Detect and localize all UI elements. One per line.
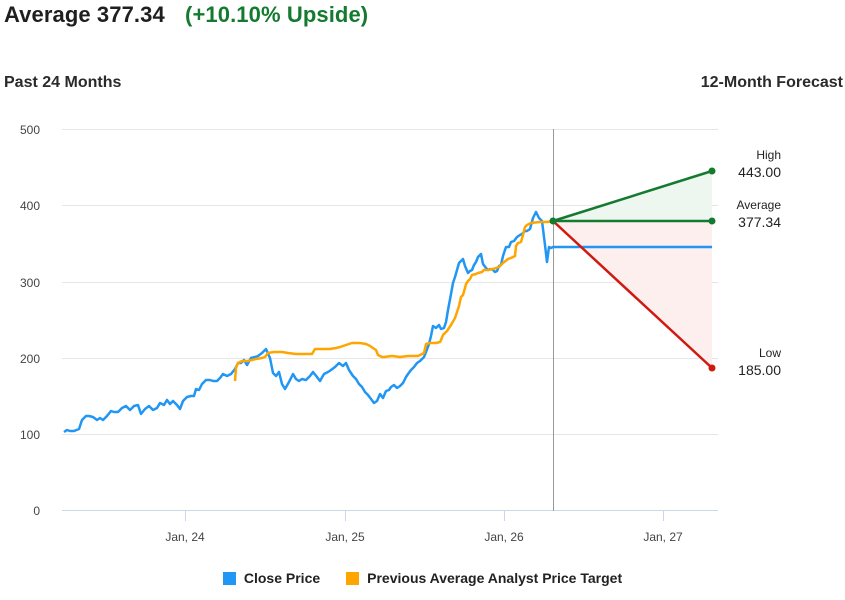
svg-text:Jan, 26: Jan, 26	[484, 530, 524, 544]
legend-item-analyst-target[interactable]: Previous Average Analyst Price Target	[346, 570, 622, 586]
forecast-low-value: 185.00	[738, 362, 781, 378]
svg-text:500: 500	[20, 123, 40, 137]
svg-text:300: 300	[20, 276, 40, 290]
forecast-low-label: Low	[759, 346, 781, 360]
past-period-label: Past 24 Months	[4, 74, 122, 91]
forecast-high-marker[interactable]	[708, 167, 716, 175]
average-price-heading: Average 377.34	[4, 2, 165, 27]
svg-text:0: 0	[33, 504, 40, 518]
forecast-low-line[interactable]	[552, 220, 713, 369]
forecast-average-label: Average	[737, 198, 782, 212]
svg-text:100: 100	[20, 428, 40, 442]
svg-text:Jan, 25: Jan, 25	[325, 530, 365, 544]
forecast-high-label: High	[756, 148, 781, 162]
legend-label: Previous Average Analyst Price Target	[367, 570, 623, 586]
current-target-marker[interactable]	[549, 217, 557, 225]
forecast-high-value: 443.00	[738, 164, 781, 180]
analyst-target-swatch-icon	[346, 571, 360, 585]
forecast-period-label: 12-Month Forecast	[700, 74, 843, 91]
analyst-target-line[interactable]	[233, 219, 554, 382]
chart-legend: Close Price Previous Average Analyst Pri…	[0, 570, 845, 586]
svg-text:200: 200	[20, 352, 40, 366]
forecast-average-marker[interactable]	[708, 217, 716, 225]
forecast-low-marker[interactable]	[708, 364, 716, 372]
upside-badge: (+10.10% Upside)	[185, 2, 369, 27]
svg-text:Jan, 24: Jan, 24	[165, 530, 205, 544]
legend-item-close-price[interactable]: Close Price	[222, 570, 321, 586]
x-axis-ticks	[185, 511, 664, 521]
svg-text:400: 400	[20, 199, 40, 213]
x-axis-labels: Jan, 24 Jan, 25 Jan, 26 Jan, 27	[165, 530, 683, 544]
legend-label: Close Price	[243, 570, 321, 586]
page-title: Average 377.34 (+10.10% Upside)	[4, 2, 368, 28]
svg-text:Jan, 27: Jan, 27	[643, 530, 683, 544]
forecast-high-line[interactable]	[552, 169, 713, 223]
y-axis-labels: 500 400 300 200 100 0	[20, 123, 40, 518]
forecast-average-value: 377.34	[738, 214, 781, 230]
close-price-swatch-icon	[222, 571, 236, 585]
